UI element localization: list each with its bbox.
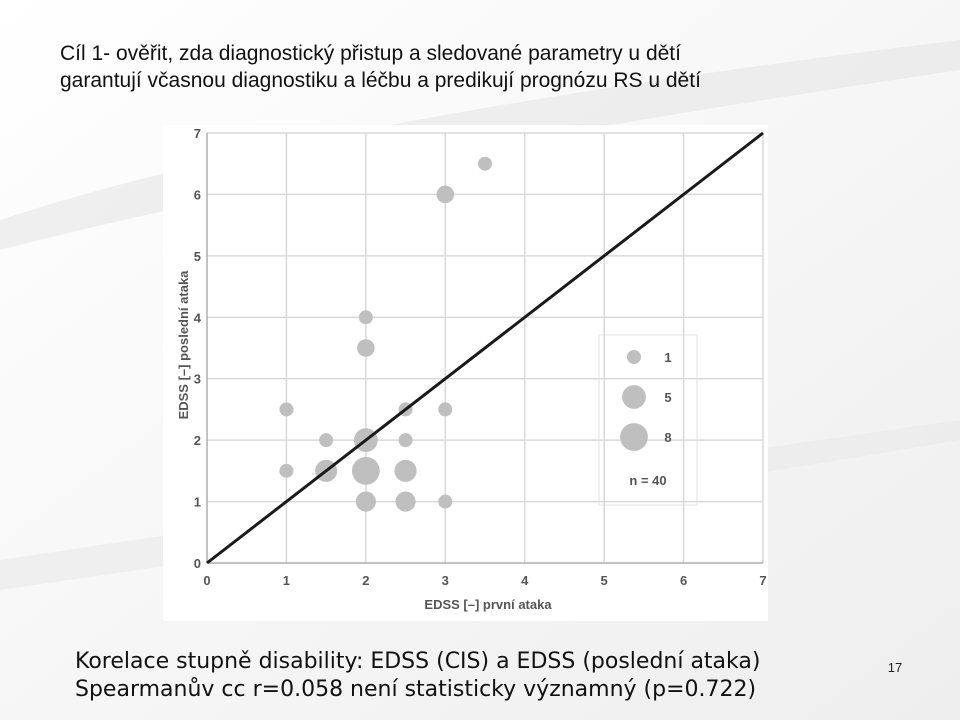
legend-box	[598, 334, 698, 506]
bubble	[478, 156, 492, 171]
bubble	[436, 185, 455, 204]
bubble	[319, 433, 334, 448]
y-axis-label: EDSS [–] poslední ataka	[176, 270, 191, 420]
bubble	[398, 433, 413, 448]
x-tick-label: 1	[283, 573, 290, 588]
y-tick-label: 6	[194, 187, 201, 202]
x-axis-label: EDSS [–] první ataka	[424, 597, 552, 612]
bubble	[351, 456, 380, 485]
y-tick-label: 2	[194, 433, 201, 448]
bubble	[279, 402, 294, 417]
bubble	[438, 494, 453, 509]
title-line: garantují včasnou diagnostiku a léčbu a …	[60, 69, 701, 92]
legend-note: n = 40	[629, 473, 666, 488]
bubble	[394, 459, 417, 482]
title-line: Cíl 1- ověřit, zda diagnostický přistup …	[60, 42, 681, 65]
y-tick-label: 1	[194, 495, 201, 510]
legend-bubble	[627, 350, 641, 364]
x-tick-label: 5	[601, 573, 608, 588]
y-tick-label: 3	[194, 372, 201, 387]
legend-label: 5	[664, 390, 671, 405]
legend-label: 8	[664, 430, 671, 445]
y-tick-label: 4	[194, 310, 202, 325]
page-number: 17	[888, 660, 902, 675]
bubble	[279, 463, 294, 478]
x-tick-label: 3	[442, 573, 449, 588]
bubble	[438, 402, 453, 417]
caption-line: Korelace stupně disability: EDSS (CIS) a…	[75, 649, 760, 674]
y-tick-label: 0	[194, 556, 201, 571]
x-tick-label: 6	[680, 573, 687, 588]
bubble	[357, 339, 375, 357]
x-tick-label: 2	[362, 573, 369, 588]
caption-line: Spearmanův cc r=0.058 není statisticky v…	[75, 677, 756, 702]
legend-bubble	[622, 385, 646, 409]
bubble	[358, 310, 373, 325]
x-tick-label: 0	[203, 573, 210, 588]
x-tick-label: 4	[521, 573, 529, 588]
legend-bubble	[620, 423, 648, 451]
bubble	[355, 491, 376, 512]
y-tick-label: 7	[194, 126, 201, 141]
bubble	[395, 491, 416, 512]
diagonal-line	[206, 131, 764, 565]
x-tick-label: 7	[759, 573, 766, 588]
legend-label: 1	[664, 350, 671, 365]
y-tick-label: 5	[194, 249, 201, 264]
